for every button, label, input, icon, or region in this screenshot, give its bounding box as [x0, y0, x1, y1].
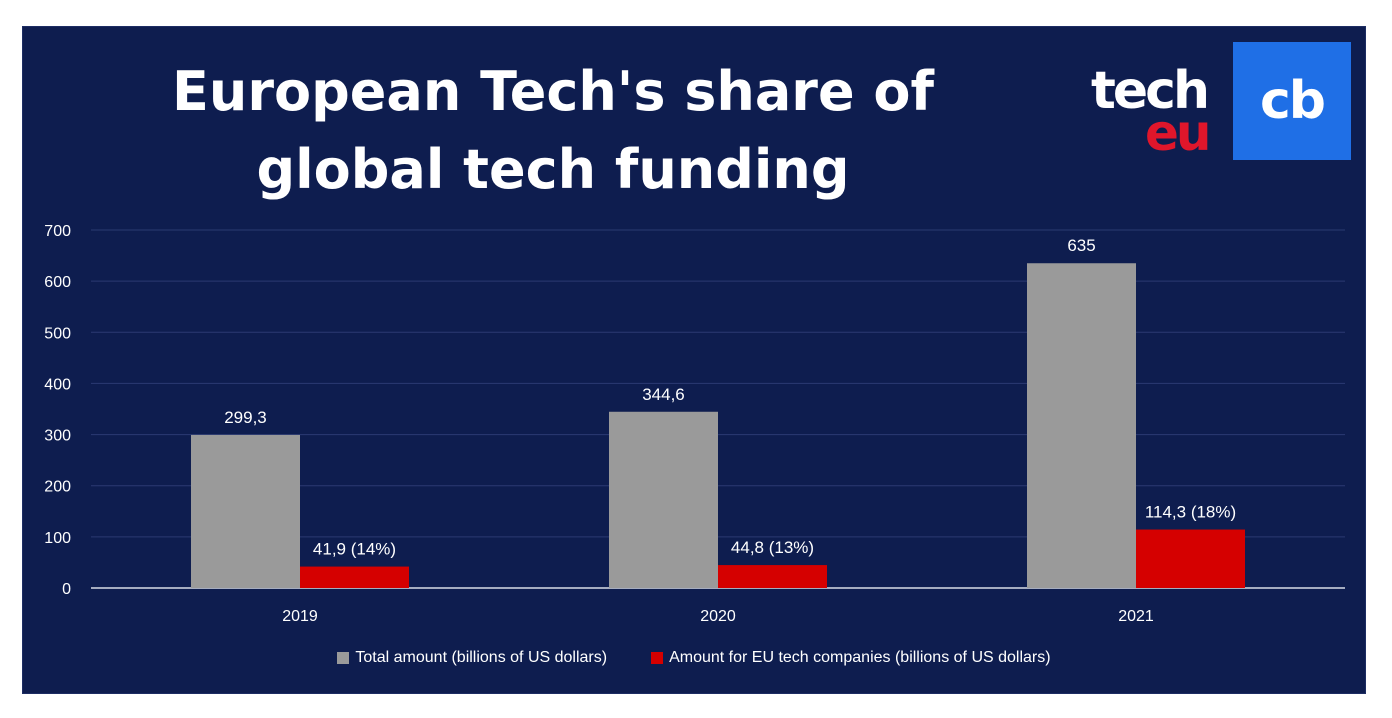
x-tick-label: 2019	[282, 608, 318, 625]
y-tick-label: 100	[44, 530, 71, 547]
legend-swatch	[337, 652, 350, 664]
data-label: 344,6	[642, 385, 685, 404]
y-tick-label: 300	[44, 428, 71, 445]
bar	[1027, 263, 1136, 588]
x-tick-label: 2020	[700, 608, 736, 625]
chart-panel: European Tech's share of global tech fun…	[22, 26, 1366, 694]
legend-item: Total amount (billions of US dollars)	[337, 649, 607, 667]
legend-swatch	[651, 652, 664, 664]
bar	[609, 411, 718, 588]
data-label: 114,3 (18%)	[1145, 503, 1236, 522]
y-tick-label: 400	[44, 376, 71, 393]
tech-eu-logo: tech eu	[1091, 63, 1217, 159]
chart-title: European Tech's share of global tech fun…	[172, 60, 934, 201]
bar	[718, 565, 827, 588]
y-tick-label: 0	[62, 581, 71, 598]
data-label: 44,8 (13%)	[731, 538, 814, 557]
x-tick-label: 2021	[1118, 608, 1154, 625]
tech-eu-logo-tech: tech	[1091, 61, 1210, 121]
legend-item: Amount for EU tech companies (billions o…	[651, 649, 1051, 667]
legend-label: Total amount (billions of US dollars)	[355, 649, 608, 666]
bar	[191, 434, 300, 588]
crunchbase-logo: cb	[1233, 42, 1351, 160]
crunchbase-logo-text: cb	[1259, 71, 1326, 131]
data-label: 299,3	[224, 408, 267, 427]
y-tick-label: 700	[44, 223, 71, 240]
y-tick-label: 500	[44, 325, 71, 342]
legend: Total amount (billions of US dollars) Amo…	[23, 649, 1365, 667]
bar-chart: 0 100 200 300 400 500 600 700 299,3 41,9 (14%) 201…	[44, 223, 1345, 625]
data-label: 41,9 (14%)	[313, 540, 396, 559]
legend-label: Amount for EU tech companies (billions o…	[669, 649, 1051, 666]
y-tick-label: 200	[44, 479, 71, 496]
tech-eu-logo-eu: eu	[1145, 104, 1211, 162]
bar	[1136, 529, 1245, 588]
bar	[300, 566, 409, 588]
y-tick-label: 600	[44, 274, 71, 291]
data-label: 635	[1067, 236, 1095, 255]
